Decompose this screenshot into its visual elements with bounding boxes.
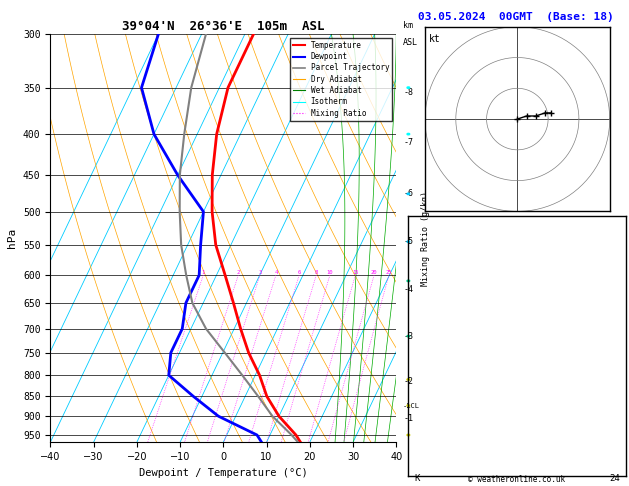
Text: -LCL: -LCL <box>403 402 420 409</box>
Text: 10: 10 <box>326 270 333 275</box>
X-axis label: Dewpoint / Temperature (°C): Dewpoint / Temperature (°C) <box>139 468 308 478</box>
Text: -5: -5 <box>403 237 413 246</box>
Text: -7: -7 <box>403 138 413 147</box>
Text: 24: 24 <box>609 474 620 483</box>
Text: K: K <box>414 474 420 483</box>
Text: 1: 1 <box>202 270 205 275</box>
Text: km: km <box>403 21 413 30</box>
Text: Mixing Ratio (g/kg): Mixing Ratio (g/kg) <box>421 191 430 286</box>
Text: 2: 2 <box>237 270 240 275</box>
Title: 39°04'N  26°36'E  105m  ASL: 39°04'N 26°36'E 105m ASL <box>122 20 325 33</box>
Text: 8: 8 <box>314 270 318 275</box>
Text: -1: -1 <box>403 414 413 423</box>
Text: -2: -2 <box>403 377 413 386</box>
Text: -4: -4 <box>403 285 413 294</box>
Text: 15: 15 <box>352 270 359 275</box>
Legend: Temperature, Dewpoint, Parcel Trajectory, Dry Adiabat, Wet Adiabat, Isotherm, Mi: Temperature, Dewpoint, Parcel Trajectory… <box>290 38 392 121</box>
Text: 6: 6 <box>298 270 301 275</box>
Text: 03.05.2024  00GMT  (Base: 18): 03.05.2024 00GMT (Base: 18) <box>418 12 614 22</box>
Text: 25: 25 <box>386 270 392 275</box>
Text: 3: 3 <box>259 270 262 275</box>
Text: 4: 4 <box>274 270 277 275</box>
Text: kt: kt <box>429 34 440 44</box>
Y-axis label: hPa: hPa <box>8 228 18 248</box>
Text: 20: 20 <box>371 270 377 275</box>
Text: -8: -8 <box>403 88 413 97</box>
Text: -3: -3 <box>403 331 413 341</box>
Text: ASL: ASL <box>403 38 418 47</box>
Text: -6: -6 <box>403 190 413 198</box>
Text: © weatheronline.co.uk: © weatheronline.co.uk <box>469 474 565 484</box>
